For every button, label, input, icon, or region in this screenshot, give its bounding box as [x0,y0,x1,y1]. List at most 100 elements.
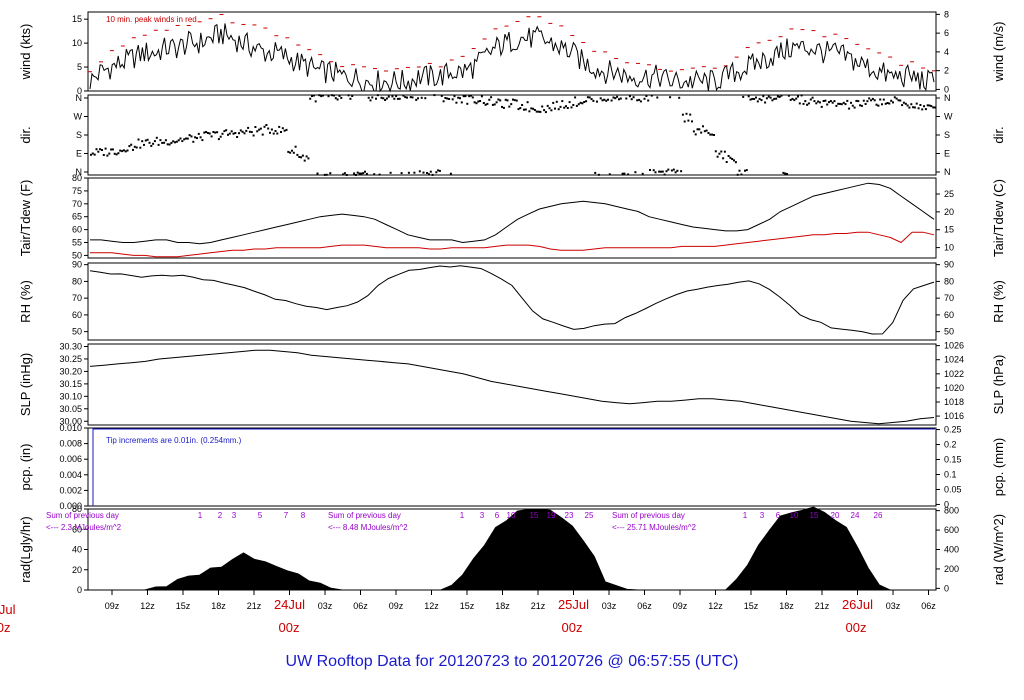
dir-point [742,95,745,98]
rh-ytick-label-right: 70 [944,293,954,303]
dir-point [851,104,854,107]
x-hour-tick-label: 21z [247,601,262,611]
dir-point [709,133,712,136]
dir-point [314,100,317,103]
temp-ytick-label-left: 50 [72,250,82,260]
air-temp-line [90,182,935,245]
dir-point [621,172,624,175]
dir-ytick-label-left: W [74,112,83,122]
dir-ytick-label-left: N [76,167,83,177]
rad-hour-mark: 1 [198,511,203,520]
rh-ytick-label-left: 50 [72,327,82,337]
x-hour-tick-label: 21z [815,601,830,611]
pcp-ytick-label-left: 0.004 [59,470,82,480]
x-hour-tick-label: 18z [211,601,226,611]
dir-point [278,125,281,128]
dir-point [826,103,829,106]
dir-point [406,96,408,99]
temp-ytick-label-right: 10 [944,243,954,253]
dir-ytick-label-right: W [944,112,953,122]
dir-point [590,98,593,101]
dir-point [924,108,927,111]
dir-point [822,100,825,102]
dir-point [428,173,430,176]
dir-point [817,100,820,103]
dir-point [234,132,237,134]
dir-point [259,127,262,130]
dir-point [771,99,774,102]
dir-point [490,96,493,99]
dir-point [155,136,158,139]
rad-hour-mark: 19 [547,511,556,520]
dir-ytick-label-left: E [76,149,82,159]
rad-ytick-label-left: 40 [72,545,82,555]
rh-ytick-label-left: 90 [72,260,82,270]
dir-point [586,96,589,99]
dir-point [227,133,229,136]
dir-point [702,125,704,128]
rad-annotation-title: Sum of previous day [46,511,119,520]
dir-point [654,171,657,174]
dir-point [276,132,279,135]
dir-point [723,150,726,153]
dir-point [329,172,332,175]
dir-point [409,96,412,99]
dir-point [174,141,176,144]
dir-point [497,98,500,101]
dir-point [583,101,586,103]
dir-point [133,145,136,148]
dir-point [148,141,151,144]
dir-point [667,168,670,171]
dir-point [523,108,525,111]
dir-point [674,171,677,174]
dew-point-line [90,231,935,258]
dir-point [181,140,184,143]
dir-point [932,106,935,109]
dir-point [605,99,608,102]
dir-point [431,173,434,176]
dir-point [913,106,916,109]
dir-point [612,96,615,99]
dir-point [422,171,425,174]
dir-point [442,100,445,103]
dir-point [336,98,339,101]
dir-point [449,172,452,175]
dir-point [844,103,847,106]
dir-point [670,169,673,172]
dir-point [252,134,255,137]
dir-point [210,135,213,138]
dir-point [327,95,330,98]
dir-point [415,98,418,101]
dir-point [566,107,569,109]
wind-ylabel-left: wind (kts) [18,24,33,81]
dir-point [104,147,107,150]
dir-point [504,98,507,101]
rad-ytick-label-left: 60 [72,524,82,534]
slp-ytick-label-left: 30.25 [59,354,82,364]
dir-point [411,96,414,99]
pcp-ytick-label-left: 0.000 [59,501,82,511]
dir-point [745,169,748,172]
dir-point [128,145,131,148]
dir-point [126,149,129,152]
wind-ytick-label-right: 2 [944,66,949,76]
dir-point [506,99,509,102]
dir-point [683,120,686,123]
dir-point [407,171,410,174]
rad-ytick-label-left: 80 [72,504,82,514]
dir-point [132,148,134,151]
dir-point [848,107,851,110]
dir-point [691,120,693,123]
rad-hour-mark: 5 [258,511,263,520]
dir-point [163,141,166,144]
rad-hour-mark: 2 [218,511,223,520]
dir-point [797,95,799,98]
dir-point [811,96,814,99]
dir-point [868,97,871,100]
dir-ylabel-right: dir. [991,126,1006,143]
dir-point [594,171,597,174]
pcp-ytick-label-left: 0.006 [59,454,82,464]
slp-ytick-label-left: 30.20 [59,366,82,376]
temp-ytick-label-right: 20 [944,207,954,217]
